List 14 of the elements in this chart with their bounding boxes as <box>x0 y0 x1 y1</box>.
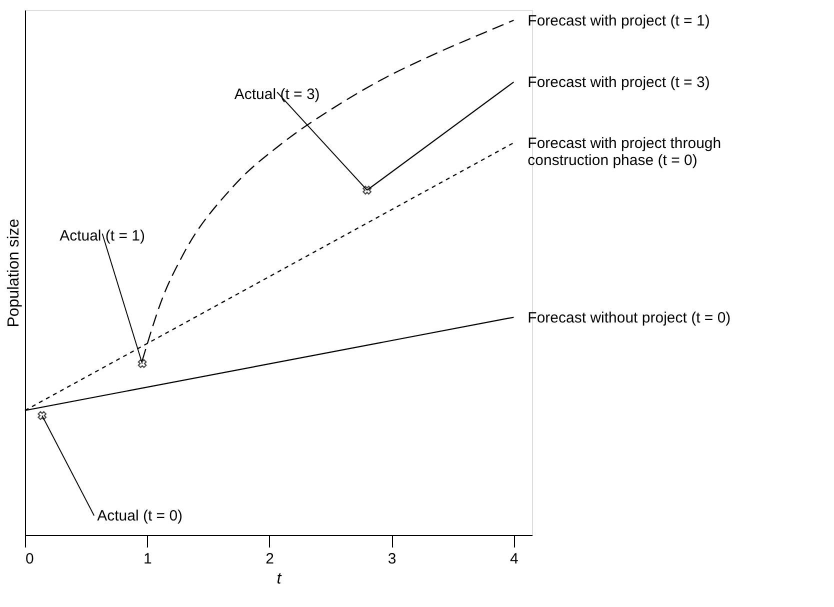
annotation: Actual (t = 0) <box>97 508 183 525</box>
annotation: Actual (t = 1) <box>60 228 146 245</box>
x-tick-label: 4 <box>510 550 518 568</box>
series-label: Forecast without project (t = 0) <box>528 309 731 326</box>
x-tick-label: 3 <box>388 550 396 568</box>
x-tick-label: 1 <box>143 550 152 568</box>
annotation: Actual (t = 3) <box>234 86 320 104</box>
series-label: Forecast with project (t = 3) <box>528 74 710 92</box>
series-label: Forecast with project through construction phase (t = 0) <box>528 134 722 169</box>
x-tick-label: 0 <box>26 550 34 568</box>
x-axis-title: t <box>276 570 282 588</box>
x-tick-label: 2 <box>266 550 274 568</box>
y-axis-title: Population size <box>6 218 22 328</box>
series-label: Forecast with project (t = 1) <box>528 12 710 30</box>
